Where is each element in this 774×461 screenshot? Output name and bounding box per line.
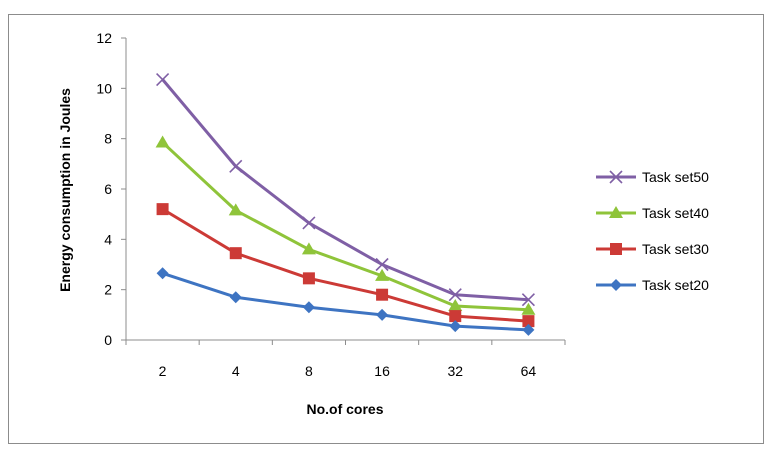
data-point-task-set50 [229, 159, 243, 173]
legend-swatch-marker [609, 170, 623, 184]
y-axis-title: Energy consumption in Joules [57, 88, 73, 292]
x-marker-stroke [521, 293, 535, 307]
chart-frame [8, 14, 764, 444]
data-point-task-set20 [156, 267, 169, 280]
y-tick-label: 6 [104, 181, 112, 197]
legend-label: Task set20 [642, 277, 709, 293]
data-point-task-set40 [375, 268, 390, 281]
x-tick-label: 32 [447, 363, 463, 379]
x-marker-stroke [448, 288, 462, 302]
data-point-task-set50 [448, 288, 462, 302]
data-point-task-set50 [156, 72, 170, 87]
y-tick-label: 2 [104, 282, 112, 298]
series-line-task-set50 [161, 78, 529, 302]
x-tick-label: 16 [374, 363, 390, 379]
data-point-task-set20 [522, 323, 535, 336]
data-point-task-set30 [449, 310, 462, 323]
x-marker-stroke [156, 72, 170, 87]
series-line-task-set20 [162, 271, 529, 332]
x-marker-stroke [375, 257, 389, 272]
x-marker-stroke [229, 159, 243, 173]
x-tick-label: 64 [521, 363, 537, 379]
legend-swatch-marker [610, 279, 622, 291]
x-marker-stroke [609, 170, 623, 184]
data-point-task-set40 [155, 135, 170, 148]
legend-item-task-set30: Task set30 [596, 241, 709, 257]
data-point-task-set50 [375, 257, 389, 272]
data-point-task-set50 [521, 293, 535, 307]
legend-label: Task set50 [642, 169, 709, 185]
x-tick-label: 8 [305, 363, 313, 379]
data-point-task-set30 [229, 247, 242, 260]
x-axis-title: No.of cores [306, 401, 383, 417]
legend: Task set50 Task set40 Task set30 Task set20 [596, 169, 709, 293]
data-point-task-set20 [229, 291, 242, 304]
data-point-task-set30 [522, 315, 535, 328]
data-point-task-set20 [302, 301, 315, 314]
y-tick-label: 10 [96, 80, 112, 96]
data-point-task-set30 [302, 272, 315, 285]
legend-item-task-set20: Task set20 [596, 277, 709, 293]
y-tick-label: 12 [96, 30, 112, 46]
x-tick-label: 2 [159, 363, 167, 379]
data-point-task-set40 [448, 299, 463, 312]
data-point-task-set40 [228, 203, 243, 216]
plot-area: 0 2 4 6 8 10 12 2 4 8 16 32 64 [96, 30, 566, 379]
legend-label: Task set40 [642, 205, 709, 221]
legend-swatch-marker [609, 206, 623, 218]
y-tick-label: 4 [104, 231, 112, 247]
data-point-task-set30 [156, 203, 169, 216]
legend-item-task-set50: Task set50 [596, 169, 709, 185]
data-point-task-set40 [301, 242, 316, 255]
data-point-task-set40 [521, 302, 536, 315]
series-line-task-set40 [161, 141, 529, 312]
legend-item-task-set40: Task set40 [596, 205, 709, 221]
legend-label: Task set30 [642, 241, 709, 257]
y-tick-label: 8 [104, 131, 112, 147]
legend-swatch-marker [610, 243, 622, 255]
data-point-task-set50 [302, 216, 316, 230]
x-tick-label: 4 [232, 363, 240, 379]
data-point-task-set30 [376, 288, 389, 301]
y-tick-label: 0 [104, 332, 112, 348]
data-point-task-set20 [449, 320, 462, 333]
series-line-task-set30 [161, 207, 529, 323]
x-marker-stroke [302, 216, 316, 230]
data-point-task-set20 [376, 308, 389, 321]
